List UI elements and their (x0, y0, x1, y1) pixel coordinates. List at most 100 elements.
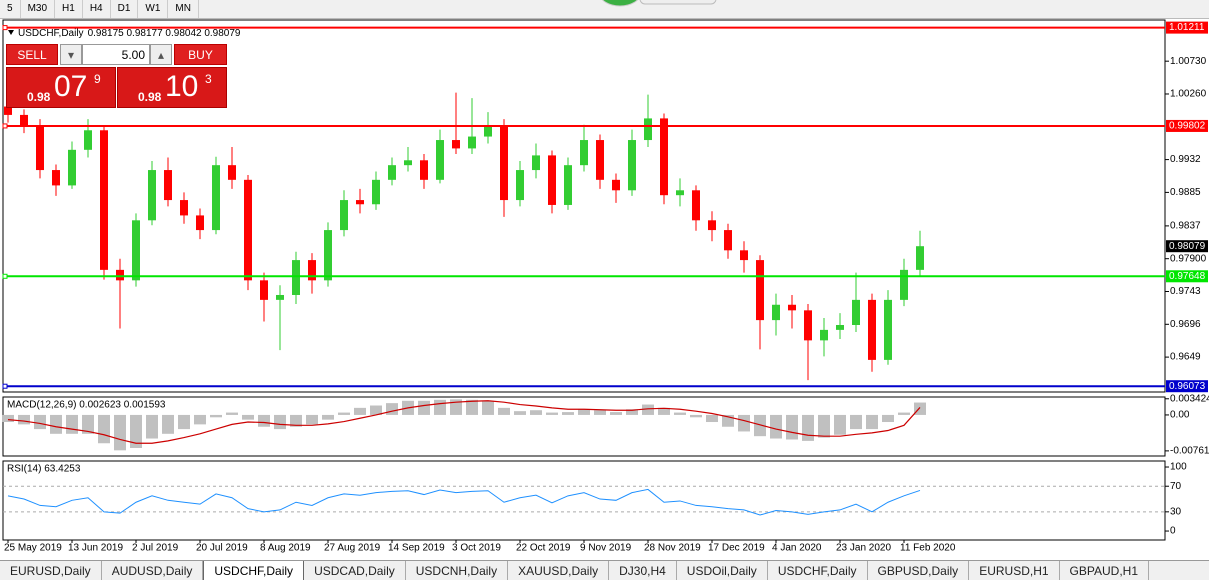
candle-body (644, 118, 652, 141)
macd-bar (98, 414, 110, 444)
panel-title: MACD(12,26,9) 0.002623 0.001593 (7, 400, 166, 411)
macd-bar (434, 399, 446, 415)
candle-body (612, 179, 620, 191)
buy-button[interactable]: BUY (174, 44, 227, 65)
timeframe-button[interactable]: D1 (111, 0, 139, 18)
candle-body (260, 280, 268, 300)
candle-body (340, 200, 348, 231)
macd-bar (626, 409, 638, 415)
chart-tab[interactable]: GBPAUD,H1 (1060, 561, 1150, 580)
macd-bar (530, 410, 542, 415)
macd-bar (482, 400, 494, 415)
candle-body (244, 179, 252, 281)
macd-bar (658, 407, 670, 415)
candle-body (276, 294, 284, 300)
x-tick-label: 4 Jan 2020 (772, 543, 822, 554)
chart-tab[interactable]: XAUUSD,Daily (508, 561, 610, 580)
x-tick-label: 23 Jan 2020 (836, 543, 891, 554)
macd-bar (2, 414, 14, 423)
macd-bar (818, 414, 830, 438)
y-tick-label: 0 (1170, 526, 1176, 537)
candle-body (36, 125, 44, 171)
macd-bar (754, 414, 766, 437)
candle-body (52, 170, 60, 186)
lot-input[interactable]: 5.00 (82, 44, 150, 65)
y-tick-label: 30 (1170, 506, 1182, 517)
level-handle (2, 25, 8, 31)
macd-bar (322, 414, 334, 420)
chart-tab[interactable]: USDCHF,Daily (203, 561, 305, 580)
y-tick-label: 0.97900 (1170, 253, 1207, 264)
y-tick-label: 0.9885 (1170, 187, 1201, 198)
y-tick-label: 0.9696 (1170, 319, 1201, 330)
chart-tab[interactable]: USDCNH,Daily (406, 561, 509, 580)
chart-tab[interactable]: DJ30,H4 (609, 561, 677, 580)
macd-signal (7, 400, 921, 444)
y-tick-label: 1.00730 (1170, 56, 1207, 67)
macd-bar (914, 402, 926, 415)
y-tick-label: 0.00 (1170, 410, 1190, 421)
candle-body (500, 125, 508, 201)
sell-button[interactable]: SELL (6, 44, 58, 65)
connection-indicator (602, 0, 638, 7)
candle-body (564, 165, 572, 205)
candle-body (532, 155, 540, 171)
candle-body (420, 160, 428, 180)
macd-bar (146, 414, 158, 439)
macd-bar (562, 412, 574, 415)
chart-tab[interactable]: USDCHF,Daily (768, 561, 868, 580)
macd-bar (850, 414, 862, 430)
ohlc: 0.98175 0.98177 0.98042 0.98079 (88, 28, 241, 39)
timeframe-toolbar: 5 M30 H1 H4 D1 W1 MN (0, 0, 1209, 19)
x-tick-label: 9 Nov 2019 (580, 543, 632, 554)
candle-body (404, 160, 412, 166)
candle-body (660, 118, 668, 196)
chart-tab[interactable]: USDOil,Daily (677, 561, 768, 580)
chart-tab[interactable]: USDCAD,Daily (304, 561, 406, 580)
macd-bar (82, 414, 94, 434)
macd-bar (386, 403, 398, 415)
macd-bar (898, 412, 910, 415)
timeframe-button[interactable]: H4 (83, 0, 111, 18)
macd-bar (546, 412, 558, 415)
macd-bar (738, 414, 750, 432)
chart-tabs: EURUSD,Daily AUDUSD,Daily USDCHF,Daily USDC… (0, 560, 1209, 580)
timeframe-button[interactable]: 5 (0, 0, 21, 18)
macd-bar (514, 411, 526, 415)
candle-body (900, 269, 908, 300)
timeframe-button[interactable]: W1 (138, 0, 169, 18)
timeframe-button[interactable]: M30 (21, 0, 56, 18)
candle-body (436, 140, 444, 180)
candle-body (740, 250, 748, 261)
macd-bar (866, 414, 878, 430)
candle-body (724, 230, 732, 251)
one-click-trading: SELL ▾ 5.00 ▴ BUY 0.98 07 9 0.98 10 3 (6, 44, 227, 108)
chart-tab[interactable]: GBPUSD,Daily (868, 561, 970, 580)
macd-bar (722, 414, 734, 427)
macd-bar (210, 414, 222, 418)
lot-up[interactable]: ▴ (150, 44, 172, 65)
title-arrow (8, 30, 14, 35)
macd-bar (706, 414, 718, 423)
chart-tab[interactable]: EURUSD,Daily (0, 561, 102, 580)
chart-tab[interactable]: EURUSD,H1 (969, 561, 1060, 580)
x-tick-label: 13 Jun 2019 (68, 543, 123, 554)
macd-bar (802, 414, 814, 441)
level-label: 0.96073 (1169, 381, 1206, 392)
x-tick-label: 11 Feb 2020 (900, 543, 956, 554)
x-tick-label: 17 Dec 2019 (708, 543, 765, 554)
timeframe-button[interactable]: H1 (55, 0, 83, 18)
candle-body (580, 140, 588, 166)
lot-down[interactable]: ▾ (60, 44, 82, 65)
price-pips: 07 (54, 70, 88, 103)
y-tick-label: 0.9932 (1170, 154, 1201, 165)
macd-bar (66, 414, 78, 434)
chart-tab[interactable]: AUDUSD,Daily (102, 561, 204, 580)
buy-price[interactable]: 0.98 10 3 (117, 67, 227, 108)
macd-bar (18, 414, 30, 425)
sell-price[interactable]: 0.98 07 9 (6, 67, 116, 108)
level-label-box (1166, 380, 1208, 393)
timeframe-button[interactable]: MN (168, 0, 199, 18)
macd-bar (466, 399, 478, 415)
